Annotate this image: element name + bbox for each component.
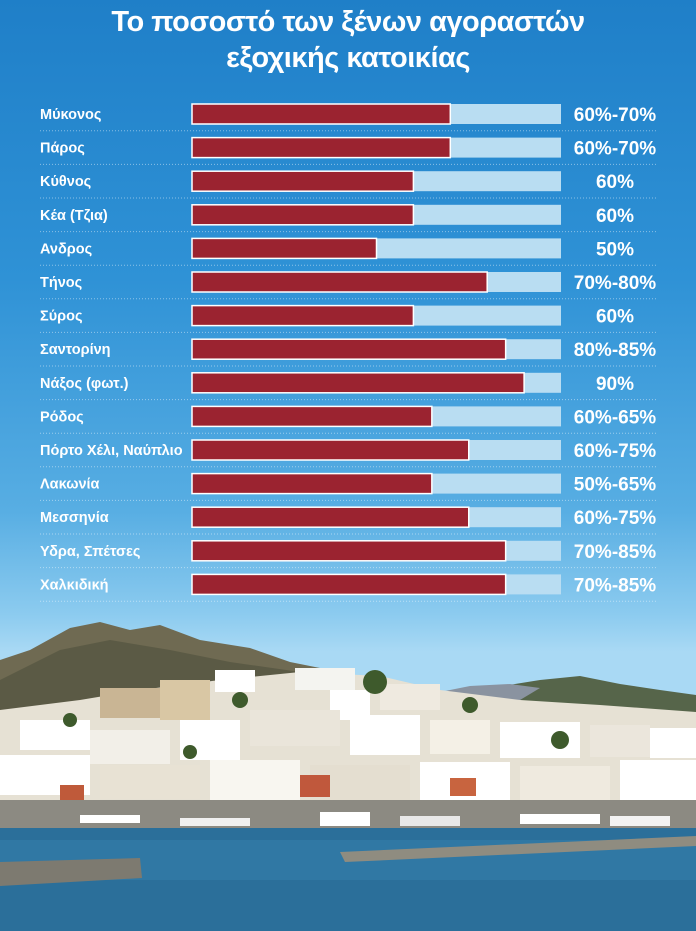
category-label: Σύρος — [40, 309, 83, 325]
bar — [191, 271, 488, 293]
pier-right — [340, 836, 696, 862]
bar — [191, 204, 415, 226]
bar — [191, 405, 433, 428]
value-label: 60%-65% — [574, 407, 656, 428]
bar — [191, 506, 470, 528]
value-label: 80%-85% — [574, 340, 656, 361]
value-label: 70%-85% — [574, 542, 656, 563]
category-label: Τήνος — [40, 275, 82, 291]
value-label: 50% — [596, 239, 634, 260]
bar — [191, 103, 452, 125]
category-label: Μύκονος — [40, 107, 101, 123]
value-label: 60%-75% — [574, 508, 656, 529]
bar — [191, 573, 507, 596]
category-label: Κέα (Τζια) — [40, 208, 108, 224]
category-label: Μεσσηνία — [40, 510, 109, 526]
bar — [191, 338, 507, 360]
category-label: Πόρτο Χέλι, Ναύπλιο — [40, 443, 183, 459]
chart-title: Το ποσοστό των ξένων αγοραστών εξοχικής … — [0, 4, 696, 76]
value-label: 60%-70% — [574, 105, 656, 126]
trees — [63, 670, 569, 759]
value-label: 60%-70% — [574, 139, 656, 160]
bar-rows: Μύκονος 60%-70% Πάρος 60%-70% Κύθνος 60% Κέα (… — [40, 103, 658, 602]
value-label: 60% — [596, 307, 634, 328]
town-buildings — [0, 668, 696, 802]
category-label: Ρόδος — [40, 409, 84, 425]
chart-title-line-2: εξοχικής κατοικίας — [226, 42, 470, 74]
category-label: Σαντορίνη — [40, 342, 111, 358]
category-label: Χαλκιδική — [40, 577, 109, 593]
value-label: 60% — [596, 206, 634, 227]
category-label: Λακωνία — [40, 477, 100, 493]
category-label: Υδρα, Σπέτσες — [40, 544, 140, 560]
value-label: 90% — [596, 374, 634, 395]
category-label: Πάρος — [40, 141, 85, 157]
bar — [191, 439, 470, 461]
bar — [191, 304, 415, 327]
value-label: 70%-85% — [574, 575, 656, 596]
category-label: Ανδρος — [40, 241, 92, 257]
value-label: 60%-75% — [574, 441, 656, 462]
bar-chart: Μύκονος 60%-70% Πάρος 60%-70% Κύθνος 60% Κέα (… — [40, 103, 658, 602]
value-label: 60% — [596, 172, 634, 193]
pier-left — [0, 858, 142, 886]
bar — [191, 237, 378, 260]
value-label: 70%-80% — [574, 273, 656, 294]
category-label: Κύθνος — [40, 174, 91, 190]
bar — [191, 170, 415, 192]
bar — [191, 540, 507, 562]
bar — [191, 472, 433, 495]
bar — [191, 372, 525, 394]
chart-title-line-1: Το ποσοστό των ξένων αγοραστών — [111, 6, 585, 38]
category-label: Νάξος (φωτ.) — [40, 376, 129, 392]
value-label: 50%-65% — [574, 475, 656, 496]
bar — [191, 136, 452, 159]
